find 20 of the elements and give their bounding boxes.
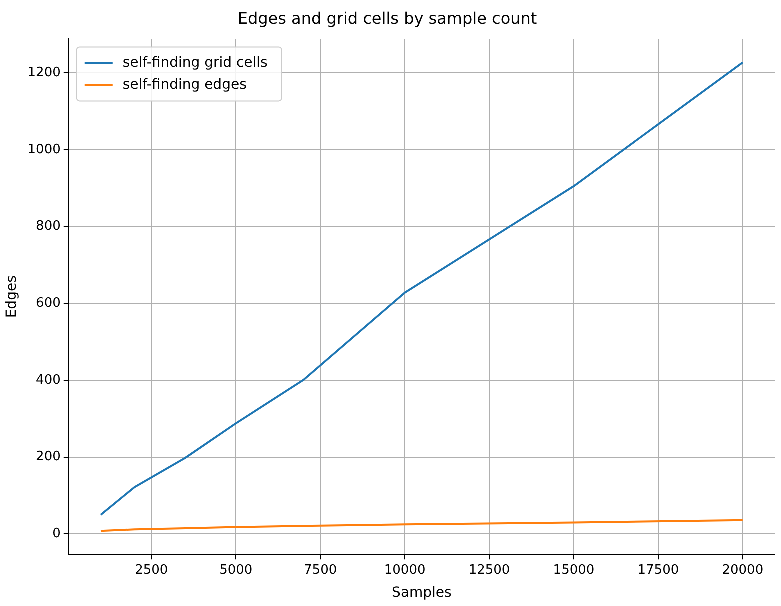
y-tick-label: 0 [52,526,61,542]
y-axis-title: Edges [4,276,20,318]
x-tick-label: 15000 [553,562,595,578]
x-axis-title: Samples [392,585,452,602]
legend-label: self-finding grid cells [122,54,268,71]
x-tick-label: 2500 [135,562,168,578]
x-tick-label: 7500 [304,562,338,578]
y-tick-label: 1200 [28,65,61,80]
y-tick-label: 600 [36,296,61,311]
y-tick-label: 1000 [28,142,61,158]
x-tick-label: 10000 [384,562,426,578]
y-tick-label: 200 [36,450,61,465]
chart-title: Edges and grid cells by sample count [238,8,538,28]
x-tick-label: 12500 [468,562,510,578]
x-tick-label: 5000 [220,562,253,578]
y-tick-label: 400 [36,372,61,388]
legend-label: self-finding edges [122,76,247,93]
y-tick-label: 800 [36,219,61,234]
x-tick-label: 17500 [638,562,680,578]
x-tick-label: 20000 [722,562,764,578]
